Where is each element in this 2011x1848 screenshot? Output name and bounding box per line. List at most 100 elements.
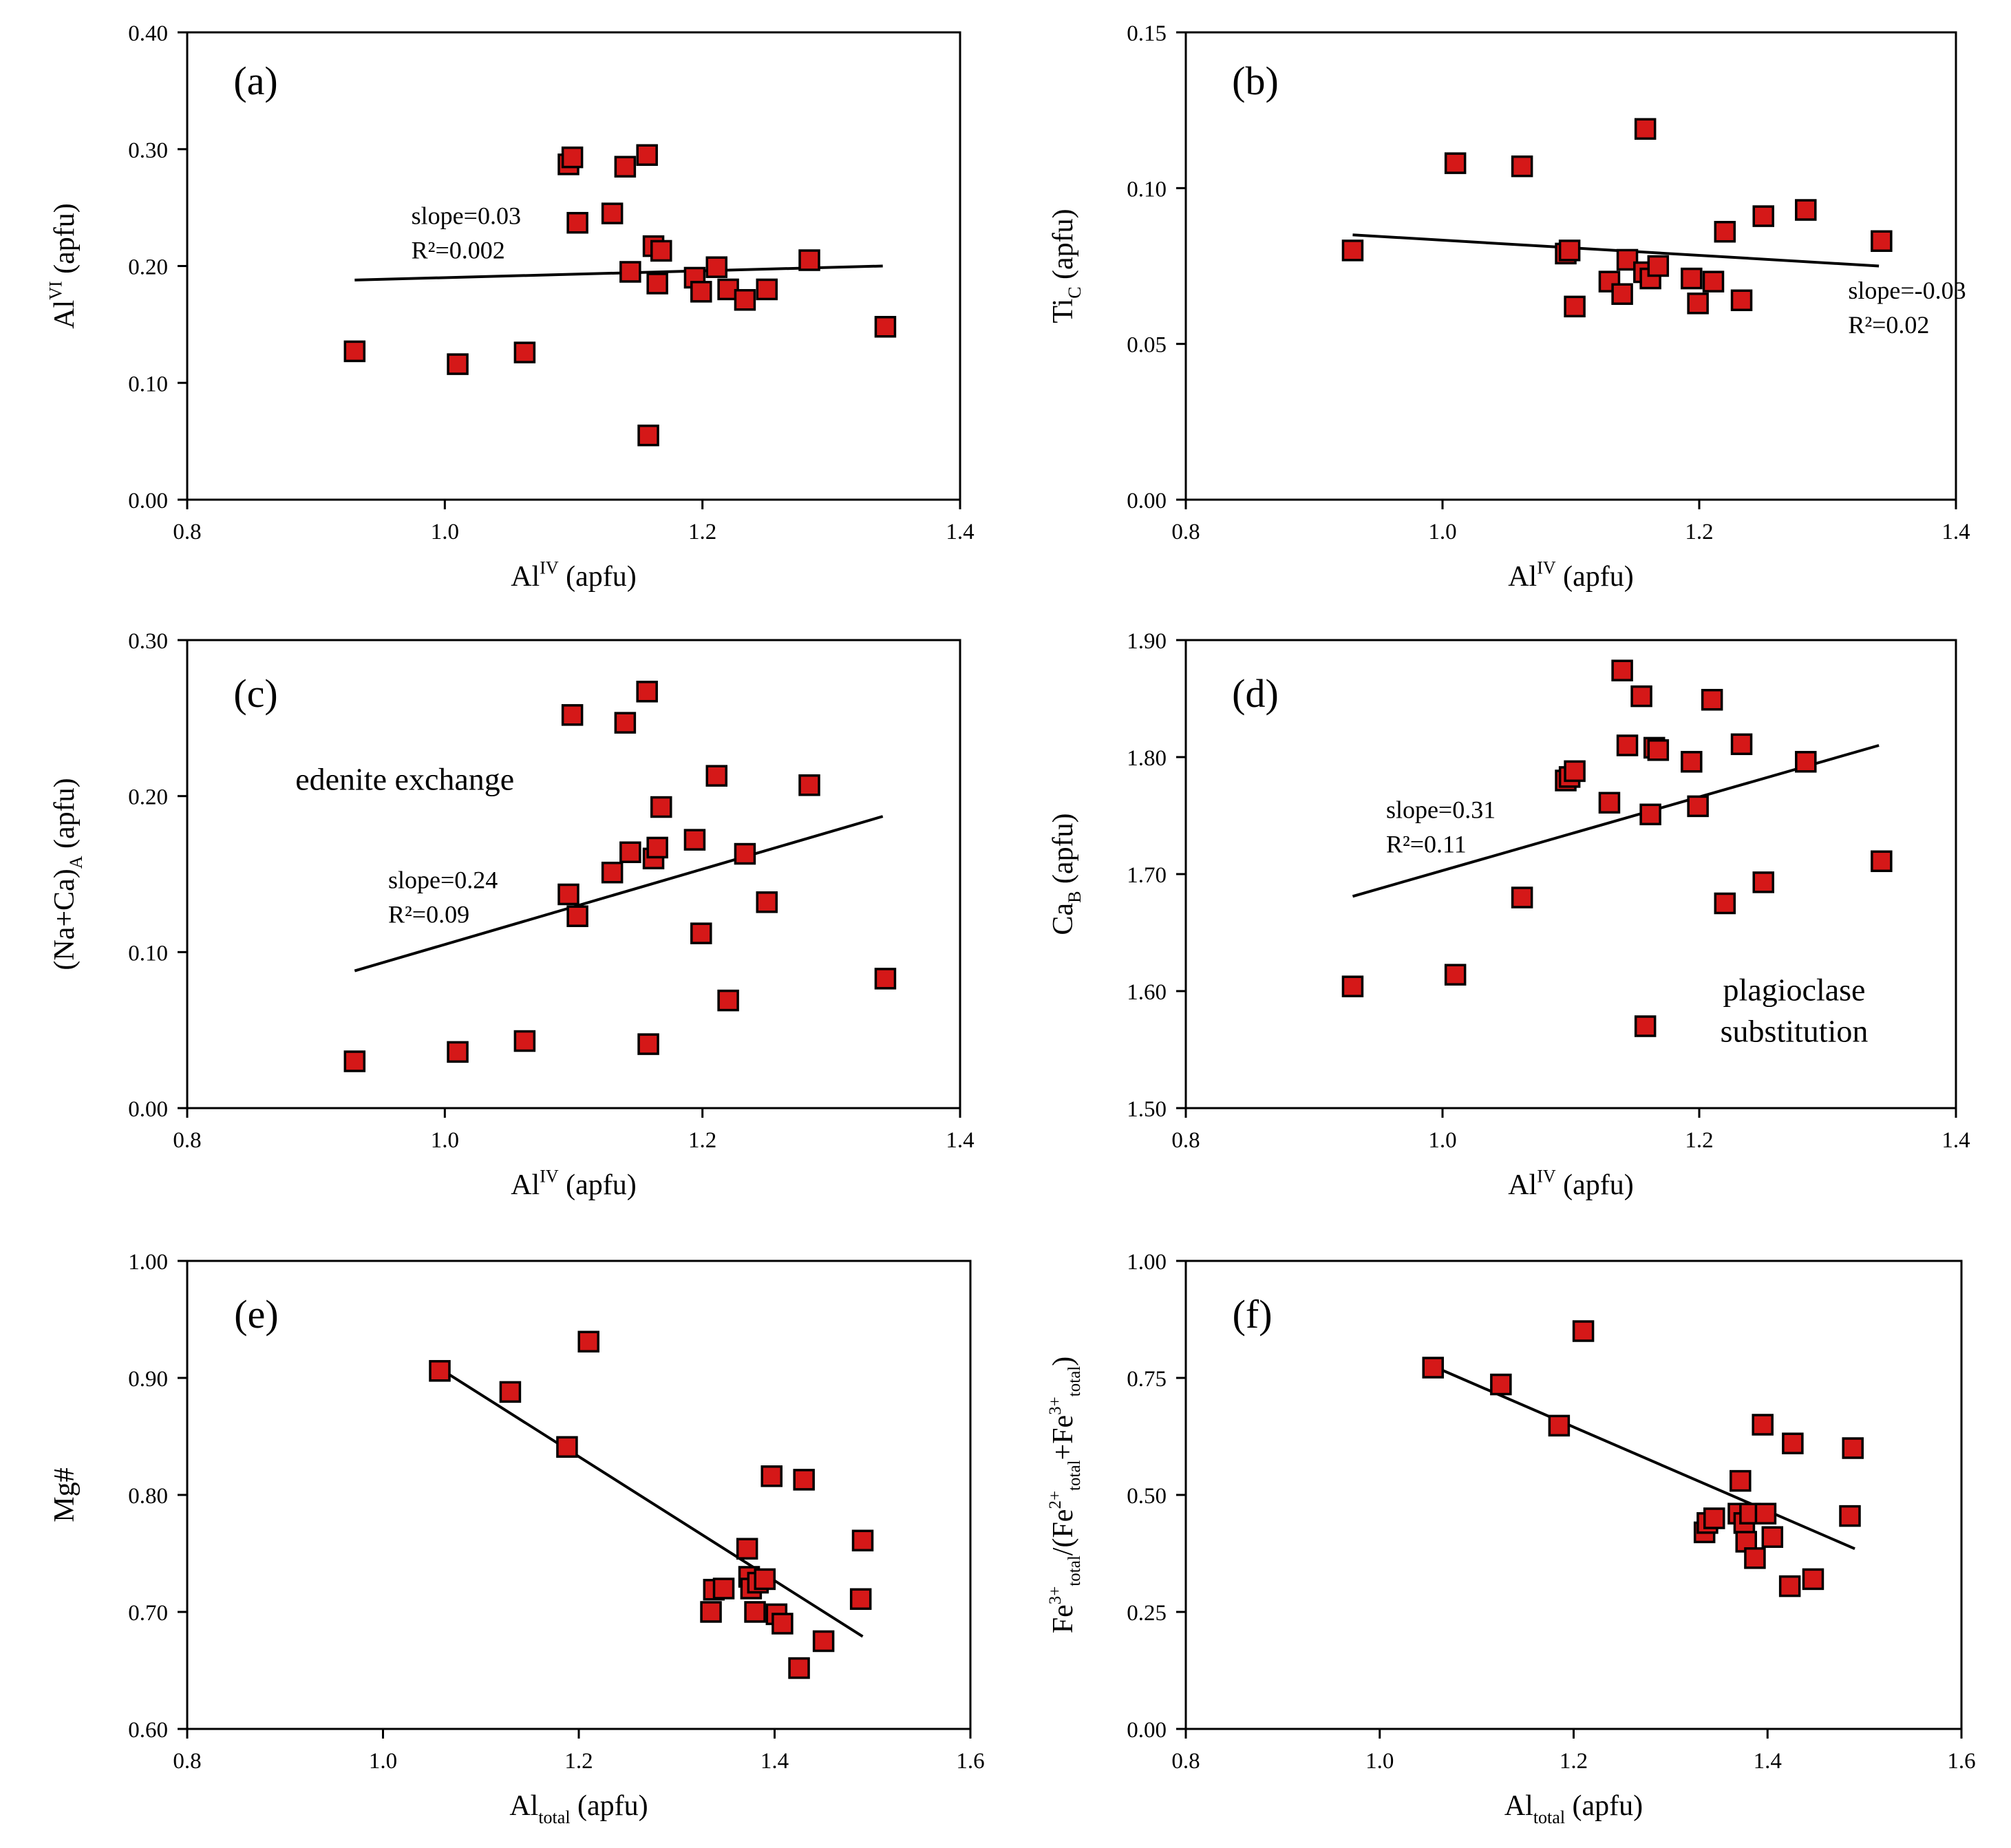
data-point <box>1701 688 1723 711</box>
data-point <box>788 1657 810 1679</box>
data-point <box>557 883 579 906</box>
data-point <box>705 256 728 278</box>
data-point <box>1714 892 1736 915</box>
x-tick-label: 1.2 <box>564 1749 593 1774</box>
data-point <box>1839 1505 1861 1527</box>
data-point <box>1444 152 1467 174</box>
data-point <box>566 211 588 234</box>
data-point <box>650 796 672 818</box>
x-tick-label: 1.2 <box>688 520 716 544</box>
y-tick-label: 0.00 <box>1127 1718 1167 1743</box>
slope-annotation: slope=0.24 <box>388 866 498 893</box>
r-squared-annotation: R²=0.02 <box>1848 311 1929 339</box>
data-point <box>1634 1015 1657 1037</box>
data-point <box>646 836 668 859</box>
data-point <box>447 353 469 375</box>
y-tick-label: 0.05 <box>1127 333 1167 358</box>
panel-letter: (e) <box>234 1292 278 1337</box>
x-tick-label: 1.0 <box>1428 1128 1456 1153</box>
data-point <box>1754 1502 1777 1525</box>
data-point <box>1752 871 1774 893</box>
x-tick-label: 1.4 <box>946 520 974 544</box>
data-point <box>793 1469 815 1491</box>
x-axis-label: AlIV (apfu) <box>511 557 637 593</box>
data-point <box>1341 240 1364 262</box>
y-tick-label: 0.60 <box>128 1718 168 1743</box>
data-point <box>1634 118 1657 140</box>
y-tick-label: 0.20 <box>128 785 168 810</box>
regression-line <box>1352 744 1880 898</box>
y-tick-label: 1.00 <box>1127 1250 1167 1275</box>
data-point <box>736 1538 758 1560</box>
x-tick-label: 1.0 <box>1365 1749 1394 1774</box>
data-point <box>1630 685 1652 708</box>
y-tick-label: 0.50 <box>1127 1484 1167 1509</box>
data-point <box>601 202 624 224</box>
x-tick-label: 0.8 <box>173 520 201 544</box>
data-point <box>1842 1437 1864 1459</box>
data-point <box>798 249 820 271</box>
chart-panel-f: 0.8 1.0 1.2 1.4 1.6 0.00 0.25 0.50 0.75 1.00 Altot… <box>1046 1250 1975 1827</box>
y-tick-label: 0.10 <box>128 372 168 396</box>
y-tick-label: 0.75 <box>1127 1367 1167 1392</box>
y-tick-label: 0.80 <box>128 1484 168 1509</box>
x-tick-label: 1.2 <box>1685 1128 1713 1153</box>
x-tick-label: 0.8 <box>1171 1128 1200 1153</box>
y-tick-label: 0.70 <box>128 1601 168 1626</box>
data-point <box>1548 1414 1571 1437</box>
y-tick-label: 0.00 <box>128 1097 168 1122</box>
data-point <box>772 1613 794 1635</box>
data-point <box>1511 886 1533 909</box>
y-tick-label: 0.30 <box>128 629 168 654</box>
y-tick-label: 1.70 <box>1127 863 1167 888</box>
data-point <box>1572 1320 1595 1342</box>
regression-line <box>354 264 883 282</box>
data-point <box>1558 240 1581 262</box>
regression-line <box>1432 1365 1855 1551</box>
data-point <box>619 261 641 283</box>
data-point <box>717 989 739 1012</box>
x-tick-label: 1.4 <box>760 1749 789 1774</box>
y-tick-label: 0.90 <box>128 1367 168 1392</box>
data-point <box>700 1601 722 1623</box>
data-point <box>712 1578 735 1600</box>
x-tick-label: 1.2 <box>688 1128 716 1153</box>
y-tick-label: 0.00 <box>128 489 168 513</box>
data-point <box>1341 975 1364 997</box>
x-axis-label: AlIV (apfu) <box>1508 1166 1634 1201</box>
data-point <box>1802 1568 1824 1591</box>
data-point <box>1444 964 1467 986</box>
y-axis-label: AlVI (apfu) <box>45 203 81 329</box>
panel-note: edenite exchange <box>295 762 514 797</box>
x-tick-label: 1.4 <box>1941 1128 1970 1153</box>
y-tick-label: 1.90 <box>1127 629 1167 654</box>
panel-letter: (c) <box>233 671 277 716</box>
x-tick-label: 1.0 <box>431 520 459 544</box>
y-tick-label: 0.40 <box>128 21 168 46</box>
data-point <box>849 1588 872 1611</box>
data-point <box>812 1630 835 1653</box>
data-point <box>1702 270 1725 293</box>
y-axis-label: (Na+Ca)A (apfu) <box>49 778 86 970</box>
data-point <box>1681 751 1703 773</box>
x-tick-label: 1.4 <box>946 1128 974 1153</box>
x-tick-label: 1.6 <box>1947 1749 1975 1774</box>
data-point <box>614 156 637 178</box>
data-point <box>874 968 897 990</box>
slope-annotation: slope=-0.03 <box>1848 277 1966 304</box>
y-tick-label: 1.80 <box>1127 746 1167 771</box>
chart-panel-d: 0.8 1.0 1.2 1.4 1.50 1.60 1.70 1.80 1.90 AlIV (ap… <box>1047 629 1970 1201</box>
data-point <box>1490 1373 1512 1396</box>
data-point <box>1778 1575 1801 1597</box>
x-tick-label: 0.8 <box>173 1749 201 1774</box>
data-point <box>1761 1526 1784 1548</box>
y-tick-label: 0.30 <box>128 138 168 163</box>
panel-letter: (b) <box>1232 59 1279 103</box>
data-point <box>851 1529 874 1552</box>
chart-panel-c: 0.8 1.0 1.2 1.4 0.00 0.10 0.20 0.30 AlIV (apfu) (… <box>49 629 975 1201</box>
regression-line <box>1352 233 1880 268</box>
x-tick-label: 1.0 <box>369 1749 397 1774</box>
x-tick-label: 0.8 <box>173 1128 201 1153</box>
x-axis-label: AlIV (apfu) <box>1508 557 1634 593</box>
